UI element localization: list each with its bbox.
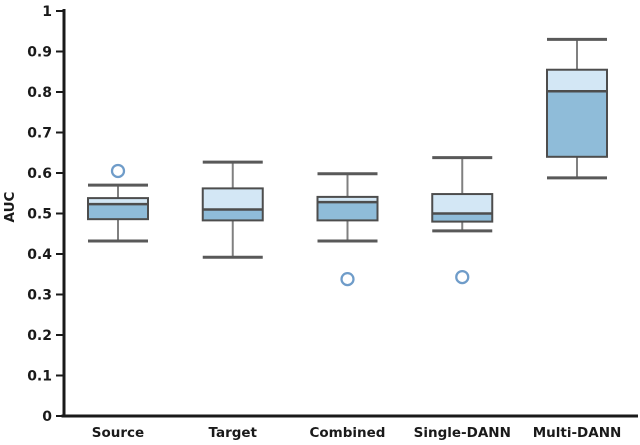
box-iqr-upper [432, 194, 493, 214]
box-outline [201, 187, 264, 222]
box-iqr-lower [202, 209, 263, 221]
y-tick-label: 1 [42, 4, 52, 20]
y-tick-label: 0.6 [27, 166, 52, 182]
box-outline [87, 197, 149, 221]
y-tick-label: 0.3 [27, 288, 52, 304]
y-tick-label: 0.2 [27, 328, 52, 344]
box-iqr-lower [317, 202, 378, 221]
box-iqr-lower [547, 91, 607, 157]
box-iqr-upper [317, 196, 378, 203]
box-outline [546, 68, 608, 158]
outlier-point [455, 269, 470, 285]
box-outline [316, 195, 379, 222]
y-tick-label: 0 [42, 409, 52, 425]
outlier-point [110, 163, 126, 179]
y-tick-label: 0.8 [27, 85, 52, 101]
box-iqr-upper [202, 188, 263, 210]
y-tick-label: 0.1 [27, 369, 52, 385]
x-category-label: Source [92, 425, 144, 441]
x-category-label: Single-DANN [414, 425, 511, 441]
box-outline [431, 193, 494, 223]
y-tick-label: 0.5 [27, 207, 52, 223]
box-iqr-upper [88, 198, 148, 205]
y-axis-title: AUC [2, 191, 18, 222]
outlier-point [340, 271, 355, 287]
box-iqr-lower [88, 204, 148, 220]
y-tick-label: 0.9 [27, 45, 52, 61]
x-category-label: Target [208, 425, 257, 441]
box-iqr-upper [547, 69, 607, 92]
y-tick-label: 0.7 [27, 126, 52, 142]
y-tick-label: 0.4 [27, 247, 52, 263]
x-category-label: Combined [310, 425, 386, 441]
box-iqr-lower [432, 213, 493, 222]
x-category-label: Multi-DANN [533, 425, 622, 441]
